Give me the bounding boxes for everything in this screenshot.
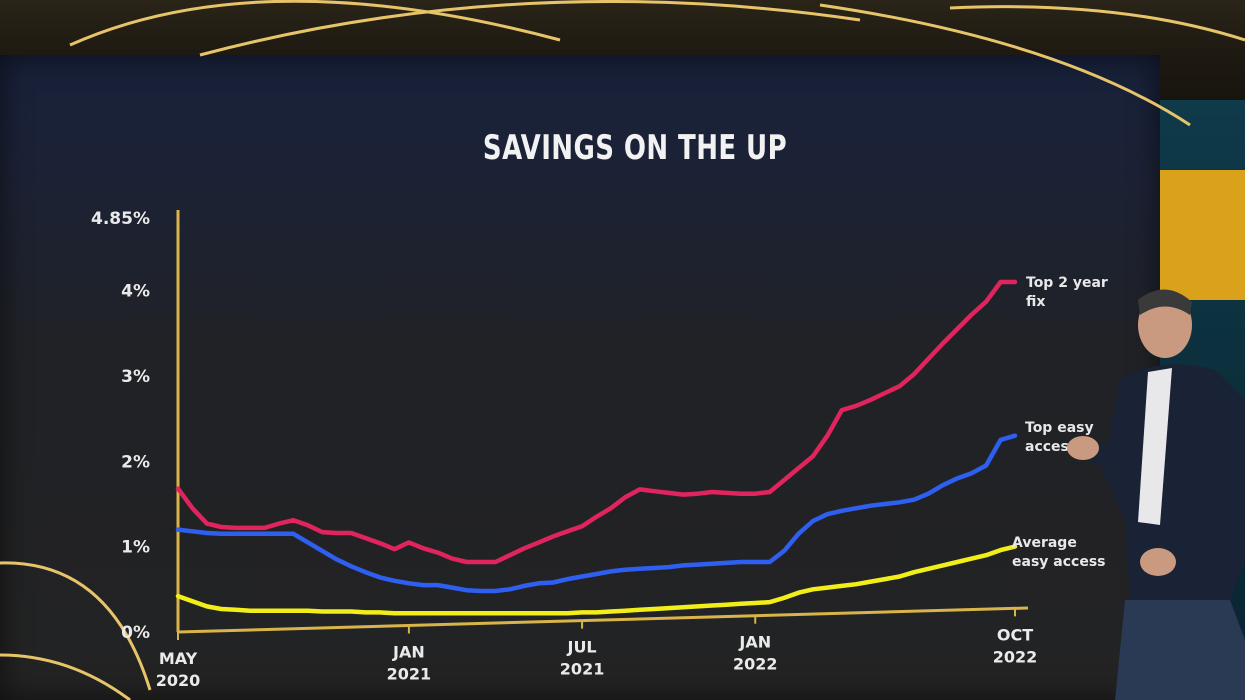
series-label: fix [1026, 294, 1045, 310]
y-tick-label: 4.85% [91, 209, 150, 229]
ceiling-arc-2 [199, 0, 861, 57]
presenter-hand [1067, 436, 1099, 460]
x-axis-ticks: MAY 2020 JAN 2021 JUL 2021 JAN 2022 OCT 2022 [156, 608, 1038, 690]
y-tick-label: 3% [121, 367, 150, 387]
presenter-hair [1138, 289, 1192, 315]
series-label: easy access [1012, 554, 1105, 570]
studio-yellow-panel [1158, 170, 1245, 300]
x-tick-label: OCT [997, 625, 1033, 644]
ceiling-arc-3 [819, 3, 1191, 127]
series-lines [175, 279, 1018, 616]
series-label: Top 2 year [1026, 275, 1108, 291]
series-label: Top easy [1025, 420, 1094, 436]
ceiling-arc-4 [949, 5, 1245, 42]
x-tick-label: 2020 [156, 671, 201, 690]
presenter-jeans [1115, 600, 1245, 700]
x-tick-label: MAY [159, 649, 198, 668]
x-tick-label: JAN [392, 642, 425, 661]
y-axis-ticks: 0% 1% 2% 3% 4% 4.85% [91, 209, 150, 643]
x-tick-label: JUL [566, 638, 596, 657]
y-tick-label: 1% [121, 538, 150, 558]
series-line-0 [175, 279, 1018, 565]
series-line-2 [175, 544, 1018, 616]
x-tick-label: 2022 [733, 655, 778, 674]
floor-arc-2 [0, 653, 131, 700]
y-tick-label: 0% [121, 623, 150, 643]
presenter-shirt [1138, 368, 1172, 525]
ceiling-arc-1 [69, 0, 561, 47]
y-tick-label: 2% [121, 452, 150, 472]
series-label: access [1025, 439, 1077, 455]
x-tick-label: 2022 [993, 647, 1038, 666]
series-labels: Top 2 year fix Top easy access Average easy a… [1012, 275, 1108, 570]
x-axis-line [177, 606, 1029, 634]
chart-title: SAVINGS ON THE UP [482, 128, 788, 168]
x-tick-label: 2021 [387, 664, 432, 683]
chart-screen [0, 55, 1160, 700]
presenter-hand-2 [1140, 548, 1176, 576]
x-tick-label: 2021 [560, 660, 605, 679]
floor-arc-1 [0, 561, 152, 691]
series-line-1 [175, 433, 1018, 594]
x-tick-label: JAN [738, 633, 771, 652]
chart-axes [176, 210, 1029, 634]
series-label: Average [1012, 535, 1077, 551]
y-tick-label: 4% [121, 282, 150, 302]
